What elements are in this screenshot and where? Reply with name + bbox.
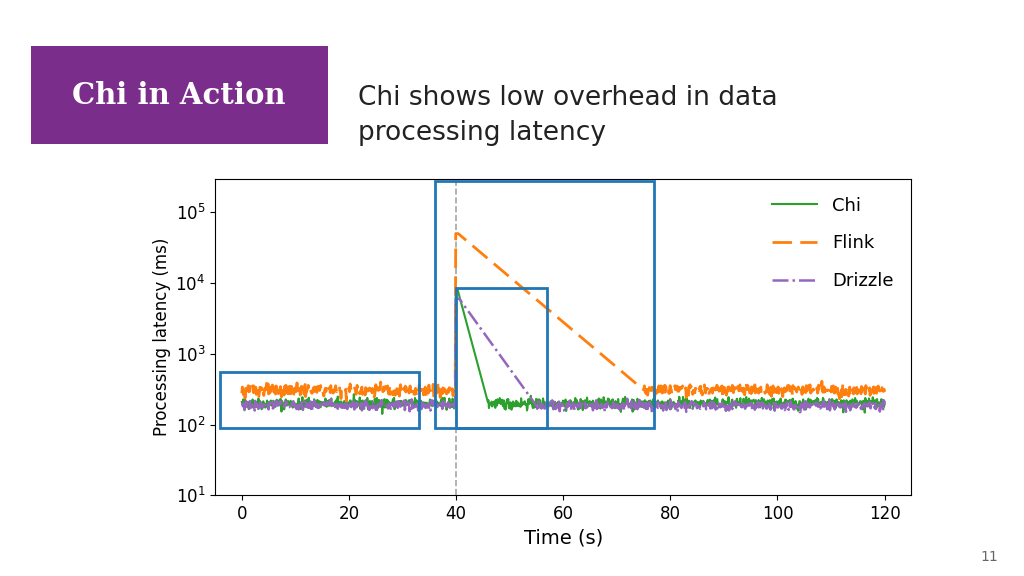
Flink [515, 283, 527, 290]
Chi [321, 398, 333, 405]
Chi [588, 400, 600, 407]
Line: Flink: Flink [242, 234, 885, 401]
Chi [376, 411, 388, 418]
Y-axis label: Processing latency (ms): Processing latency (ms) [154, 238, 171, 436]
Flink [340, 398, 352, 405]
Drizzle [236, 401, 248, 408]
Drizzle [450, 295, 462, 302]
Chi [236, 399, 248, 406]
Chi [879, 398, 891, 405]
Chi [454, 293, 466, 300]
Chi [574, 396, 587, 403]
Flink [321, 387, 333, 394]
Chi [450, 286, 462, 293]
Drizzle [573, 402, 586, 409]
Flink [454, 231, 466, 238]
Chi [344, 397, 356, 404]
Flink [879, 388, 891, 395]
Drizzle [344, 401, 356, 408]
Drizzle [588, 401, 600, 408]
Flink [588, 344, 600, 351]
Text: 11: 11 [981, 551, 998, 564]
Flink [574, 334, 587, 340]
Text: Chi in Action: Chi in Action [73, 81, 286, 109]
Text: Chi shows low overhead in data
processing latency: Chi shows low overhead in data processin… [358, 85, 778, 146]
Line: Chi: Chi [242, 290, 885, 414]
Flink [450, 230, 462, 237]
Drizzle [321, 399, 333, 406]
Drizzle [515, 381, 527, 388]
Drizzle [453, 295, 465, 302]
X-axis label: Time (s): Time (s) [523, 529, 603, 548]
Flink [344, 384, 356, 391]
Drizzle [879, 401, 891, 408]
Legend: Chi, Flink, Drizzle: Chi, Flink, Drizzle [763, 188, 902, 300]
Drizzle [646, 409, 658, 416]
Flink [236, 390, 248, 397]
Chi [515, 400, 527, 407]
Line: Drizzle: Drizzle [242, 299, 885, 412]
